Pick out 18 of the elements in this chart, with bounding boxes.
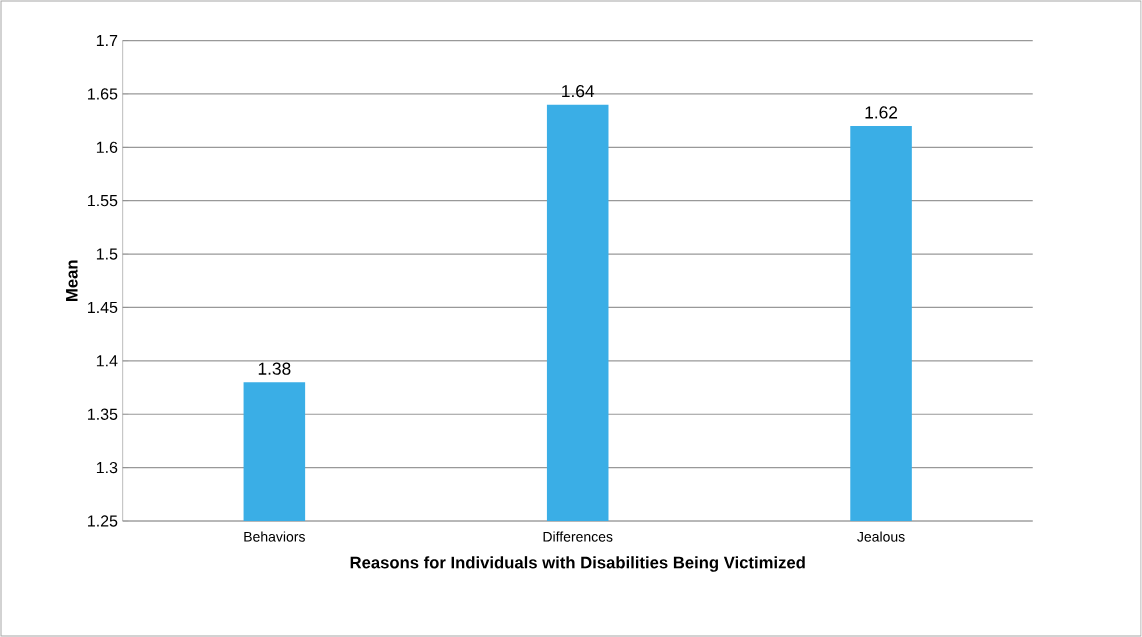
y-tick-label: 1.55 bbox=[88, 195, 118, 207]
y-tick-label: 1.5 bbox=[96, 248, 118, 260]
y-tick-label: 1.25 bbox=[88, 515, 118, 527]
y-tick-label: 1.45 bbox=[88, 301, 118, 314]
x-tick-label: Differences bbox=[543, 531, 613, 542]
data-label: 1.62 bbox=[865, 106, 898, 119]
data-label: 1.64 bbox=[562, 84, 595, 98]
y-tick-label: 1.7 bbox=[96, 35, 118, 47]
y-tick-label: 1.35 bbox=[88, 408, 118, 420]
data-label: 1.38 bbox=[258, 362, 291, 375]
x-axis-title: Reasons for Individuals with Disabilities Being Victimized bbox=[350, 556, 805, 572]
x-tick-label: Behaviors bbox=[244, 531, 305, 542]
x-tick-label: Jealous bbox=[857, 531, 905, 542]
y-tick-label: 1.6 bbox=[96, 141, 118, 153]
y-tick-label: 1.3 bbox=[96, 461, 118, 474]
y-tick-label: 1.65 bbox=[88, 88, 118, 100]
y-axis-title: Mean bbox=[66, 260, 78, 301]
y-tick-label: 1.4 bbox=[96, 355, 118, 367]
